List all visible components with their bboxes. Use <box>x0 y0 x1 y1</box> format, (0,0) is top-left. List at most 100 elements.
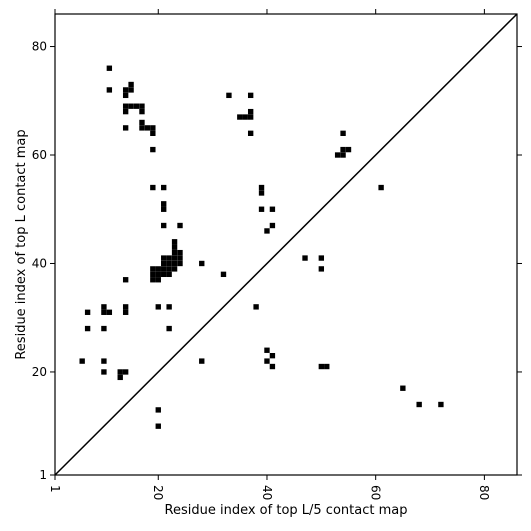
contact-cell <box>101 369 107 375</box>
contact-cell <box>199 358 205 364</box>
contact-cell <box>122 277 129 283</box>
contact-cell <box>79 358 85 364</box>
contact-cell <box>150 146 156 153</box>
contact-cell <box>161 266 167 272</box>
x-tick-label: 1 <box>48 485 62 493</box>
contact-cell <box>161 222 167 229</box>
contact-cell <box>139 103 145 109</box>
contact-cell <box>122 309 129 315</box>
contact-cell <box>318 363 325 370</box>
contact-cell <box>340 152 346 158</box>
y-tick-label: 20 <box>32 365 47 379</box>
contact-cell <box>237 114 243 120</box>
contact-cell <box>438 401 444 408</box>
contact-cell <box>150 184 156 191</box>
contact-cell <box>122 369 129 375</box>
contact-cell <box>161 271 167 278</box>
contact-cell <box>171 260 178 267</box>
contact-cell <box>128 87 134 93</box>
contact-cell <box>253 304 259 310</box>
contact-cell <box>161 255 167 261</box>
contact-cell <box>122 92 129 99</box>
contact-cell <box>171 266 178 272</box>
y-axis-label: Residue index of top L contact map <box>14 129 29 359</box>
contact-cell <box>171 249 178 256</box>
contact-cell <box>122 103 129 109</box>
contact-cell <box>416 401 422 408</box>
contact-cell <box>155 277 161 283</box>
contact-cell <box>345 146 352 153</box>
contact-cell <box>166 255 172 261</box>
x-axis-label: Residue index of top L/5 contact map <box>165 503 408 518</box>
contact-cell <box>166 304 172 310</box>
x-tick-label: 80 <box>477 485 491 500</box>
contact-cells <box>79 65 444 429</box>
contact-cell <box>166 325 172 332</box>
contact-cell <box>340 146 346 153</box>
contact-cell <box>220 271 227 278</box>
plot-frame <box>54 13 518 476</box>
contact-cell <box>247 108 254 115</box>
contact-cell <box>106 309 113 315</box>
contact-cell <box>139 125 145 131</box>
contact-cell <box>101 358 107 364</box>
contact-cell <box>144 125 151 131</box>
contact-cell <box>400 385 406 391</box>
contact-cell <box>177 255 183 261</box>
contact-cell <box>101 304 107 310</box>
contact-cell <box>122 108 129 115</box>
contact-cell <box>117 374 123 381</box>
contact-cell <box>166 266 172 272</box>
contact-cell <box>150 125 156 131</box>
contact-cell <box>269 353 276 359</box>
contact-cell <box>269 222 276 229</box>
contact-cell <box>155 271 161 278</box>
contact-cell <box>161 260 167 267</box>
contact-cell <box>340 130 346 136</box>
contact-cell <box>106 87 113 93</box>
contact-cell <box>226 92 232 99</box>
contact-cell <box>150 130 156 136</box>
y-tick-label: 40 <box>32 256 47 270</box>
contact-cell <box>122 87 129 93</box>
contact-cell <box>155 423 161 429</box>
contact-cell <box>101 309 107 315</box>
contact-cell <box>84 325 91 332</box>
x-tick-label: 40 <box>260 485 274 500</box>
contact-cell <box>171 244 178 250</box>
contact-cell <box>122 125 129 131</box>
contact-cell <box>128 103 134 109</box>
contact-cell <box>242 114 248 120</box>
contact-cell <box>155 304 161 310</box>
contact-cell <box>258 184 265 191</box>
contact-cell <box>171 255 178 261</box>
contact-cell <box>161 206 167 212</box>
contact-cell <box>247 130 254 136</box>
contact-cell <box>258 190 265 196</box>
contact-cell <box>324 363 330 370</box>
contact-cell <box>264 358 270 364</box>
contact-cell <box>177 222 183 229</box>
contact-cell <box>117 369 123 375</box>
contact-cell <box>302 255 308 261</box>
contact-cell <box>166 271 172 278</box>
contact-cell <box>139 108 145 115</box>
contact-cell <box>264 228 270 234</box>
contact-cell <box>378 184 384 191</box>
diagonal-line <box>54 13 518 476</box>
contact-cell <box>122 304 129 310</box>
contact-cell <box>177 249 183 256</box>
contact-cell <box>264 347 270 353</box>
contact-cell <box>199 260 205 267</box>
y-tick-label: 1 <box>39 468 47 482</box>
contact-cell <box>258 206 265 212</box>
contact-cell <box>318 266 325 272</box>
contact-cell <box>171 239 178 245</box>
contact-cell <box>139 119 145 126</box>
contact-cell <box>269 363 276 370</box>
contact-cell <box>150 271 156 278</box>
contact-cell <box>128 81 134 88</box>
contact-cell <box>161 201 167 207</box>
y-tick-label: 80 <box>32 40 47 54</box>
